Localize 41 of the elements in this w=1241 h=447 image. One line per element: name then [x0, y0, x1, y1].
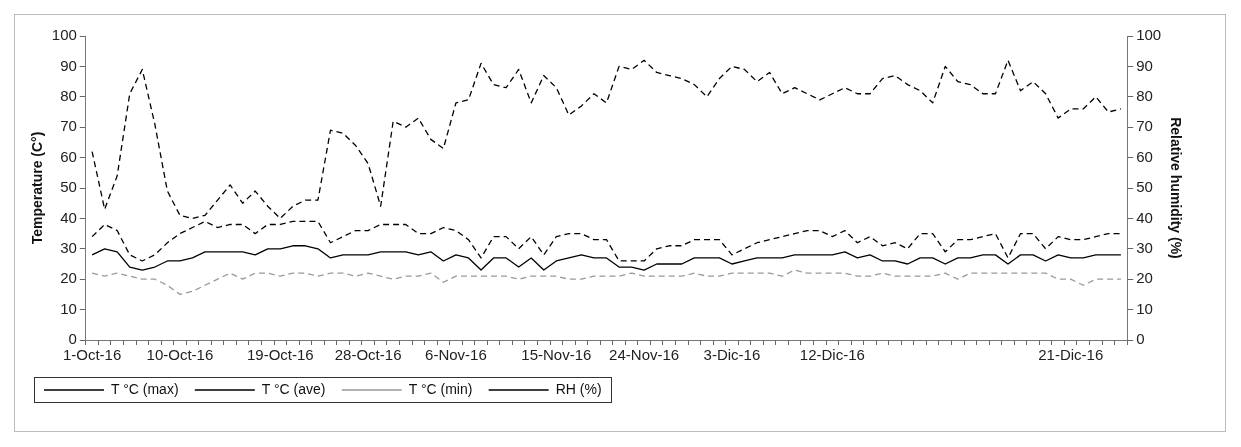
- y-tick-label: 40: [60, 208, 77, 226]
- y2-tick-label: 0: [1136, 330, 1145, 348]
- legend-label: T °C (max): [111, 380, 179, 397]
- x-tick-label: 12-Dic-16: [799, 346, 865, 364]
- y-tick-label: 50: [60, 178, 77, 196]
- y-axis-title: Temperature (C°): [29, 131, 46, 245]
- y2-tick-label: 70: [1136, 117, 1153, 135]
- y-tick-label: 90: [60, 56, 77, 74]
- line-series: [91, 59, 1122, 220]
- x-tick-label: 6-Nov-16: [425, 346, 487, 364]
- legend-label: RH (%): [555, 380, 602, 397]
- x-tick-label: 3-Dic-16: [703, 346, 761, 364]
- y-tick-label: 20: [60, 269, 77, 287]
- line-series: [91, 220, 1122, 262]
- legend-label: T °C (ave): [261, 380, 326, 397]
- y2-tick-label: 10: [1136, 299, 1153, 317]
- x-tick-label: 19-Oct-16: [246, 346, 314, 364]
- y2-tick-label: 40: [1136, 208, 1153, 226]
- y-tick-label: 30: [60, 238, 77, 256]
- y-tick-label: 80: [60, 86, 77, 104]
- y-tick-label: 0: [68, 330, 77, 348]
- legend-label: T °C (min): [408, 380, 473, 397]
- y2-axis-title: Relative humidity (%): [1167, 117, 1184, 259]
- x-tick-label: 24-Nov-16: [609, 346, 680, 364]
- y2-tick-label: 90: [1136, 56, 1153, 74]
- y2-tick-label: 60: [1136, 147, 1153, 165]
- line-series: [91, 269, 1122, 296]
- y2-tick-label: 80: [1136, 86, 1153, 104]
- y2-tick-label: 50: [1136, 178, 1153, 196]
- y-tick-label: 10: [60, 299, 77, 317]
- y-tick-label: 60: [60, 147, 77, 165]
- x-tick-label: 15-Nov-16: [521, 346, 592, 364]
- x-tick-label: 1-Oct-16: [62, 346, 122, 364]
- y-tick-label: 100: [51, 26, 77, 44]
- y-tick-label: 70: [60, 117, 77, 135]
- y2-tick-label: 100: [1136, 26, 1162, 44]
- y2-tick-label: 20: [1136, 269, 1153, 287]
- x-tick-label: 28-Oct-16: [334, 346, 402, 364]
- y2-tick-label: 30: [1136, 238, 1153, 256]
- x-tick-label: 10-Oct-16: [146, 346, 214, 364]
- x-tick-label: 21-Dic-16: [1038, 346, 1104, 364]
